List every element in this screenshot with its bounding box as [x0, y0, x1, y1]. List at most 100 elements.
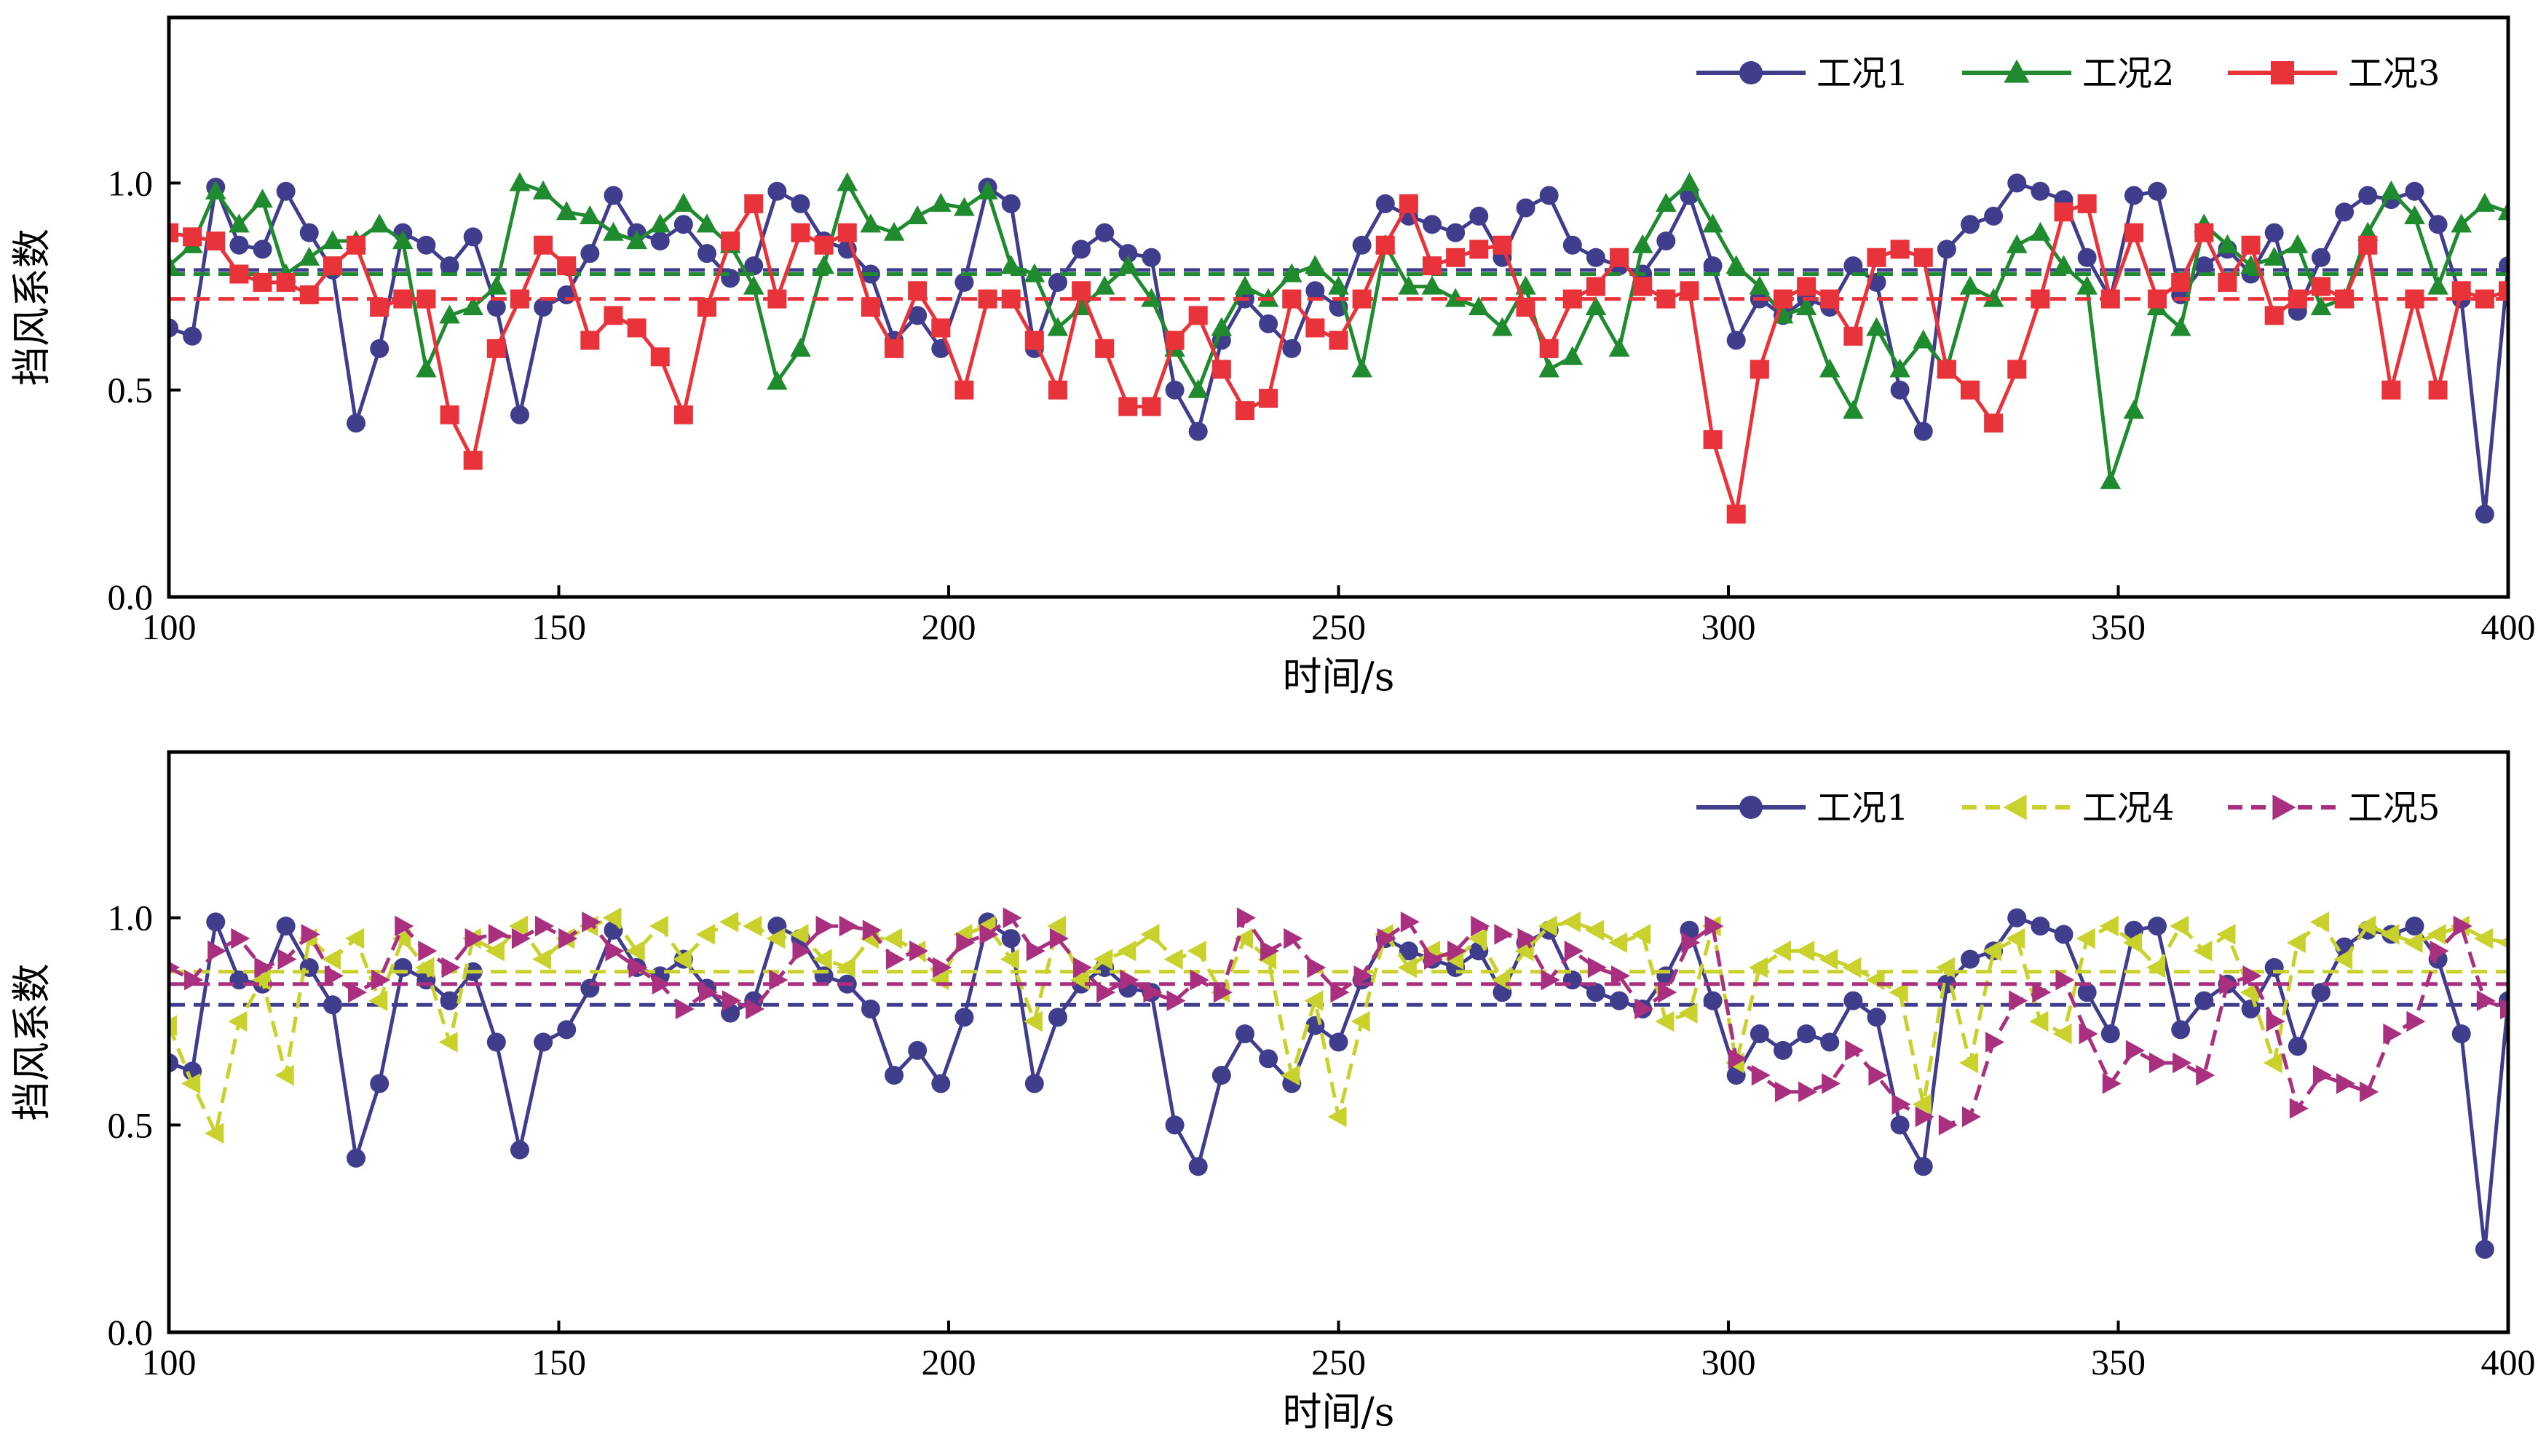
data-point-series-3 — [2289, 1098, 2309, 1119]
data-point-series-2 — [813, 949, 832, 970]
data-point-series-2 — [1398, 275, 1420, 295]
data-point-series-2 — [977, 180, 998, 199]
data-point-series-2 — [1679, 172, 1700, 191]
data-point-series-3 — [464, 927, 484, 949]
data-point-series-1 — [1399, 941, 1418, 961]
data-point-series-3 — [2264, 306, 2284, 325]
data-point-series-2 — [626, 230, 647, 250]
data-point-series-1 — [1259, 314, 1278, 333]
data-point-series-3 — [954, 380, 974, 400]
data-point-series-2 — [2006, 234, 2028, 253]
data-point-series-1 — [767, 181, 787, 201]
data-point-series-1 — [1048, 1008, 1067, 1027]
data-point-series-1 — [1072, 240, 1091, 259]
data-point-series-1 — [510, 405, 529, 424]
data-point-series-3 — [933, 957, 952, 978]
data-point-series-1 — [1165, 1115, 1185, 1135]
data-point-series-1 — [2405, 181, 2424, 201]
data-point-series-3 — [440, 405, 459, 424]
data-point-series-1 — [183, 326, 202, 346]
data-point-series-2 — [2170, 915, 2189, 937]
data-point-series-3 — [1913, 248, 1933, 267]
data-point-series-1 — [2405, 917, 2424, 936]
data-point-series-1 — [2335, 202, 2355, 222]
data-point-series-2 — [532, 949, 552, 970]
data-point-series-2 — [2217, 234, 2238, 253]
data-point-series-1 — [440, 256, 459, 276]
data-point-series-3 — [511, 927, 531, 949]
data-point-series-2 — [767, 371, 788, 390]
data-point-series-3 — [722, 990, 742, 1011]
data-point-series-2 — [1913, 329, 1934, 349]
data-point-series-3 — [2031, 289, 2050, 309]
data-point-series-3 — [1118, 397, 1138, 416]
data-point-series-3 — [909, 940, 929, 962]
data-point-series-1 — [885, 1066, 904, 1085]
data-point-series-2 — [1421, 275, 1443, 295]
data-point-series-2 — [1678, 1002, 1698, 1024]
data-point-series-1 — [2100, 1024, 2120, 1044]
data-point-series-1 — [1539, 186, 1559, 205]
data-point-series-1 — [1820, 1032, 1840, 1052]
data-point-series-2 — [169, 1015, 178, 1037]
data-point-series-3 — [1751, 1064, 1771, 1086]
data-point-series-2 — [1725, 255, 1747, 274]
data-point-series-3 — [347, 981, 367, 1003]
data-point-series-1 — [2031, 181, 2050, 201]
data-point-series-1 — [2311, 248, 2331, 267]
data-point-series-3 — [1469, 240, 1489, 259]
data-point-series-3 — [2288, 289, 2307, 309]
data-point-series-1 — [1259, 1049, 1278, 1069]
data-point-series-2 — [1187, 940, 1206, 962]
data-point-series-2 — [1843, 400, 1864, 419]
data-point-series-3 — [1938, 1115, 1958, 1136]
data-point-series-2 — [1538, 915, 1557, 937]
data-point-series-2 — [251, 969, 271, 991]
data-point-series-1 — [1586, 248, 1605, 267]
data-point-series-3 — [1024, 331, 1044, 350]
data-point-series-1 — [650, 232, 670, 251]
data-point-series-3 — [1446, 248, 1466, 267]
data-point-series-2 — [392, 927, 411, 949]
data-point-series-2 — [2146, 957, 2166, 978]
chart-2: 100 150 200 250 300 350 400 0.0 0.5 1.0 时间/s 挡风系数 工况… — [9, 750, 2536, 1435]
data-point-series-1 — [791, 194, 810, 213]
data-point-series-2 — [2193, 940, 2213, 962]
data-point-series-2 — [1562, 346, 1584, 365]
data-point-series-1 — [1188, 422, 1208, 441]
data-point-series-3 — [1190, 969, 1209, 991]
data-point-series-3 — [2196, 1064, 2215, 1086]
data-point-series-3 — [558, 927, 578, 949]
data-point-series-2 — [1538, 358, 1559, 378]
data-point-series-3 — [746, 998, 765, 1020]
data-point-series-2 — [229, 213, 250, 233]
data-point-series-3 — [1236, 907, 1256, 929]
x-tick-label: 350 — [2091, 1342, 2146, 1382]
data-point-series-2 — [509, 172, 531, 191]
data-point-series-3 — [1423, 256, 1442, 276]
data-point-series-2 — [2076, 275, 2098, 295]
data-point-series-2 — [930, 192, 952, 212]
data-point-series-3 — [2124, 223, 2143, 242]
data-point-series-3 — [2242, 965, 2262, 986]
data-point-series-3 — [2077, 194, 2097, 213]
data-point-series-1 — [169, 318, 178, 338]
data-point-series-3 — [2241, 235, 2261, 255]
data-point-series-3 — [650, 347, 670, 367]
data-point-series-2 — [2404, 205, 2425, 224]
data-point-series-3 — [2125, 1040, 2145, 1061]
data-point-series-2 — [837, 172, 858, 191]
data-point-series-1 — [1118, 244, 1138, 264]
x-tick-label: 300 — [1701, 606, 1756, 647]
data-point-series-2 — [2053, 255, 2074, 274]
data-point-series-1 — [1329, 1032, 1348, 1052]
data-point-series-2 — [1234, 275, 1256, 295]
data-point-series-2 — [883, 221, 905, 241]
data-point-series-3 — [979, 924, 999, 945]
data-point-series-2 — [509, 915, 528, 937]
data-point-series-3 — [1774, 1081, 1794, 1103]
data-point-series-3 — [2336, 1073, 2356, 1094]
data-point-series-3 — [628, 957, 648, 978]
x-tick-label: 200 — [922, 1342, 976, 1382]
